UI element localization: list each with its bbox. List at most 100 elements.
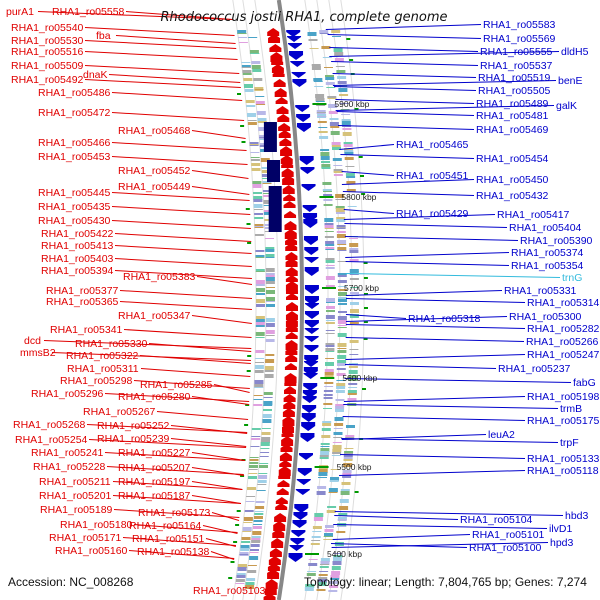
right-gene-label[interactable]: RHA1_ro05489 (476, 98, 549, 110)
right-gene-label[interactable]: RHA1_ro05300 (509, 311, 582, 323)
left-gene-label[interactable]: RHA1_ro05365 (46, 296, 119, 308)
left-gene-label[interactable]: RHA1_ro05472 (38, 107, 111, 119)
left-gene-label[interactable]: RHA1_ro05394 (41, 265, 114, 277)
right-gene-label[interactable]: RHA1_ro05432 (476, 190, 549, 202)
right-gene-label[interactable]: RHA1_ro05118 (527, 465, 599, 477)
right-gene-label[interactable]: hbd3 (565, 510, 589, 522)
right-gene-label[interactable]: trmB (560, 403, 582, 415)
left-gene-label[interactable]: RHA1_ro05268 (13, 419, 86, 431)
left-gene-label[interactable]: fba (96, 30, 111, 42)
left-gene-label[interactable]: RHA1_ro05296 (31, 388, 104, 400)
right-gene-label[interactable]: RHA1_ro05465 (396, 139, 469, 151)
right-gene-label[interactable]: RHA1_ro05404 (509, 222, 582, 234)
left-gene-label[interactable]: RHA1_ro05160 (55, 545, 128, 557)
left-gene-label[interactable]: RHA1_ro05466 (38, 137, 111, 149)
right-gene-label[interactable]: RHA1_ro05569 (483, 33, 556, 45)
left-gene-label[interactable]: dnaK (83, 69, 108, 81)
left-gene-label[interactable]: RHA1_ro05201 (39, 490, 112, 502)
left-gene-label[interactable]: RHA1_ro05138 (137, 546, 210, 558)
right-gene-label[interactable]: RHA1_ro05247 (527, 349, 600, 361)
left-gene-label[interactable]: RHA1_ro05151 (132, 533, 205, 545)
right-gene-label[interactable]: RHA1_ro05133 (527, 453, 600, 465)
right-gene-label[interactable]: RHA1_ro05583 (483, 19, 556, 31)
left-gene-label[interactable]: RHA1_ro05383 (123, 271, 196, 283)
right-gene-label[interactable]: dldH5 (561, 46, 589, 58)
right-gene-label[interactable]: RHA1_ro05354 (511, 260, 584, 272)
right-gene-label[interactable]: RHA1_ro05454 (476, 153, 549, 165)
left-gene-label[interactable]: dcd (24, 335, 41, 347)
right-gene-label[interactable]: RHA1_ro05331 (504, 285, 577, 297)
right-gene-label[interactable]: RHA1_ro05451 (396, 170, 469, 182)
left-gene-label[interactable]: RHA1_ro05486 (38, 87, 111, 99)
left-gene-label[interactable]: RHA1_ro05435 (38, 201, 111, 213)
right-gene-label[interactable]: galK (556, 100, 577, 112)
right-gene-label[interactable]: leuA2 (488, 429, 515, 441)
right-gene-label[interactable]: RHA1_ro05390 (520, 235, 593, 247)
right-gene-label[interactable]: RHA1_ro05100 (469, 542, 542, 554)
left-gene-label[interactable]: RHA1_ro05492 (11, 74, 84, 86)
right-gene-label[interactable]: ilvD1 (549, 523, 572, 535)
right-gene-label[interactable]: RHA1_ro05318 (408, 313, 481, 325)
left-gene-label[interactable]: RHA1_ro05311 (67, 363, 139, 375)
left-gene-label[interactable]: RHA1_ro05347 (118, 310, 191, 322)
left-gene-label[interactable]: RHA1_ro05164 (129, 520, 202, 532)
left-gene-label[interactable]: RHA1_ro05197 (118, 476, 191, 488)
right-gene-label[interactable]: RHA1_ro05104 (460, 514, 533, 526)
right-gene-label[interactable]: RHA1_ro05266 (526, 336, 599, 348)
left-gene-label[interactable]: RHA1_ro05422 (41, 228, 114, 240)
left-gene-label[interactable]: RHA1_ro05171 (49, 532, 122, 544)
left-gene-label[interactable]: RHA1_ro05207 (118, 462, 191, 474)
right-gene-label[interactable]: RHA1_ro05450 (476, 174, 549, 186)
right-gene-label[interactable]: RHA1_ro05417 (497, 209, 570, 221)
right-gene-label[interactable]: RHA1_ro05374 (511, 247, 584, 259)
left-gene-label[interactable]: RHA1_ro05173 (138, 507, 211, 519)
right-gene-label[interactable]: fabG (573, 377, 596, 389)
right-gene-label[interactable]: RHA1_ro05505 (478, 85, 551, 97)
left-gene-label[interactable]: RHA1_ro05430 (38, 215, 111, 227)
right-gene-label[interactable]: RHA1_ro05314 (527, 297, 600, 309)
left-gene-label[interactable]: RHA1_ro05298 (60, 375, 133, 387)
left-gene-label[interactable]: RHA1_ro05103 (193, 585, 266, 597)
left-gene-label[interactable]: RHA1_ro05377 (46, 285, 119, 297)
left-gene-label[interactable]: RHA1_ro05285 (140, 379, 213, 391)
right-gene-label[interactable]: RHA1_ro05101 (472, 529, 545, 541)
left-gene-label[interactable]: RHA1_ro05509 (11, 60, 84, 72)
left-gene-label[interactable]: RHA1_ro05403 (41, 253, 114, 265)
left-gene-label[interactable]: RHA1_ro05252 (97, 420, 170, 432)
left-gene-label[interactable]: RHA1_ro05453 (38, 151, 111, 163)
left-gene-label[interactable]: RHA1_ro05413 (41, 240, 114, 252)
left-gene-label[interactable]: RHA1_ro05449 (118, 181, 191, 193)
trna-label[interactable]: trnG (562, 272, 582, 284)
left-gene-label[interactable]: RHA1_ro05516 (11, 46, 84, 58)
left-gene-label[interactable]: RHA1_ro05540 (11, 22, 84, 34)
left-gene-label[interactable]: RHA1_ro05211 (39, 476, 111, 488)
left-gene-label[interactable]: RHA1_ro05241 (31, 447, 104, 459)
right-gene-label[interactable]: RHA1_ro05198 (527, 391, 600, 403)
left-gene-label[interactable]: RHA1_ro05322 (66, 350, 139, 362)
right-gene-label[interactable]: RHA1_ro05481 (476, 110, 549, 122)
left-gene-label[interactable]: RHA1_ro05280 (118, 391, 191, 403)
right-gene-label[interactable]: hpd3 (550, 537, 574, 549)
right-gene-label[interactable]: RHA1_ro05282 (527, 323, 600, 335)
left-gene-label[interactable]: RHA1_ro05228 (33, 461, 106, 473)
left-gene-label[interactable]: RHA1_ro05189 (40, 504, 113, 516)
left-gene-label[interactable]: RHA1_ro05267 (83, 406, 156, 418)
left-gene-label[interactable]: RHA1_ro05445 (38, 187, 111, 199)
left-gene-label[interactable]: RHA1_ro05558 (52, 6, 125, 18)
left-gene-label[interactable]: RHA1_ro05341 (50, 324, 123, 336)
left-gene-label[interactable]: purA1 (6, 6, 34, 18)
right-gene-label[interactable]: benE (558, 75, 583, 87)
right-gene-label[interactable]: trpF (560, 437, 579, 449)
left-gene-label[interactable]: RHA1_ro05180 (60, 519, 133, 531)
left-gene-label[interactable]: RHA1_ro05452 (118, 165, 191, 177)
right-gene-label[interactable]: RHA1_ro05555 (480, 46, 553, 58)
right-gene-label[interactable]: RHA1_ro05537 (480, 60, 553, 72)
right-gene-label[interactable]: RHA1_ro05519 (478, 72, 551, 84)
left-gene-label[interactable]: RHA1_ro05239 (97, 433, 170, 445)
left-gene-label[interactable]: RHA1_ro05330 (75, 338, 148, 350)
left-gene-label[interactable]: RHA1_ro05227 (118, 447, 191, 459)
right-gene-label[interactable]: RHA1_ro05469 (476, 124, 549, 136)
left-gene-label[interactable]: RHA1_ro05468 (118, 125, 191, 137)
left-gene-label[interactable]: RHA1_ro05187 (118, 490, 191, 502)
right-gene-label[interactable]: RHA1_ro05237 (498, 363, 571, 375)
